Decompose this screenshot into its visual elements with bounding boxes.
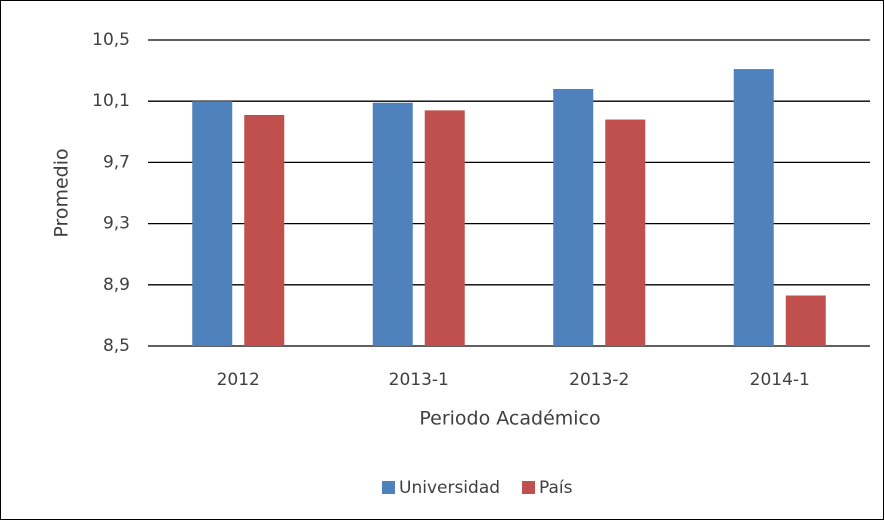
bar [192,101,233,346]
y-tick-label: 10,5 [92,30,130,50]
bar [424,110,465,346]
bar [244,114,285,346]
x-tick-label: 2013-2 [569,370,629,390]
x-tick-label: 2013-1 [389,370,449,390]
y-tick-label: 9,7 [103,152,130,172]
bar [785,295,826,346]
x-tick-label: 2014-1 [750,370,810,390]
x-tick-label: 2012 [217,370,260,390]
x-axis-label: Periodo Académico [419,408,600,430]
y-axis-label: Promedio [51,148,73,237]
y-tick-label: 8,5 [103,336,130,356]
legend-swatch [382,481,395,494]
y-tick-label: 8,9 [103,275,130,295]
bar [733,69,774,346]
legend-label: Universidad [399,478,500,498]
legend-swatch [522,481,536,494]
bar [372,102,413,346]
bar [553,88,594,347]
legend-label: País [539,478,573,498]
y-tick-label: 10,1 [92,91,130,111]
bar [605,119,646,346]
y-tick-label: 9,3 [103,214,130,234]
